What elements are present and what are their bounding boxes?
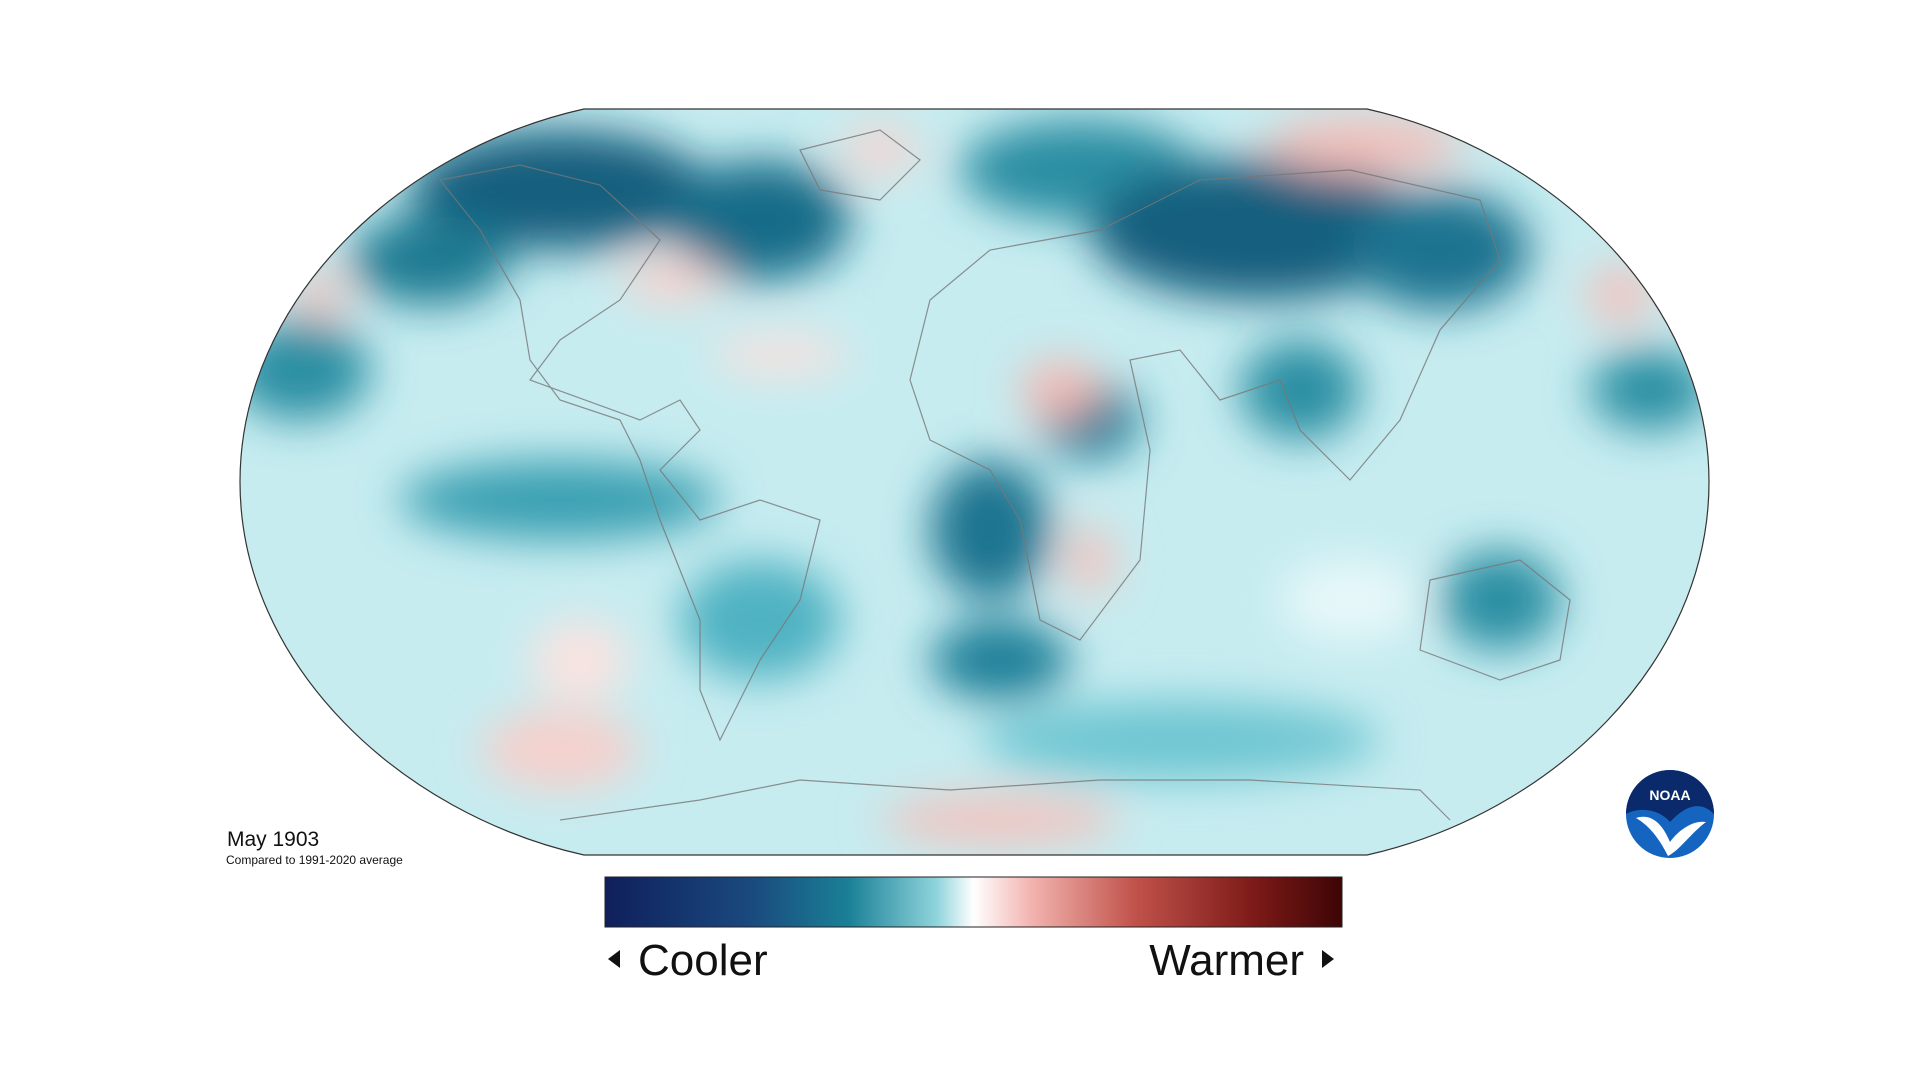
- noaa-logo: NOAA: [1626, 770, 1714, 858]
- legend-high: Warmer: [1149, 936, 1304, 985]
- anomaly-map: [240, 109, 1709, 855]
- right-arrow: [1322, 950, 1334, 968]
- map-title: May 1903: [227, 828, 319, 851]
- legend-low: Cooler: [638, 936, 768, 985]
- coastlines: [438, 129, 1571, 821]
- map-subtitle: Compared to 1991-2020 average: [226, 853, 403, 867]
- logo-text: NOAA: [1649, 787, 1690, 803]
- color-bar: [604, 876, 1343, 928]
- map-border: [239, 108, 1710, 856]
- left-arrow: [608, 950, 620, 968]
